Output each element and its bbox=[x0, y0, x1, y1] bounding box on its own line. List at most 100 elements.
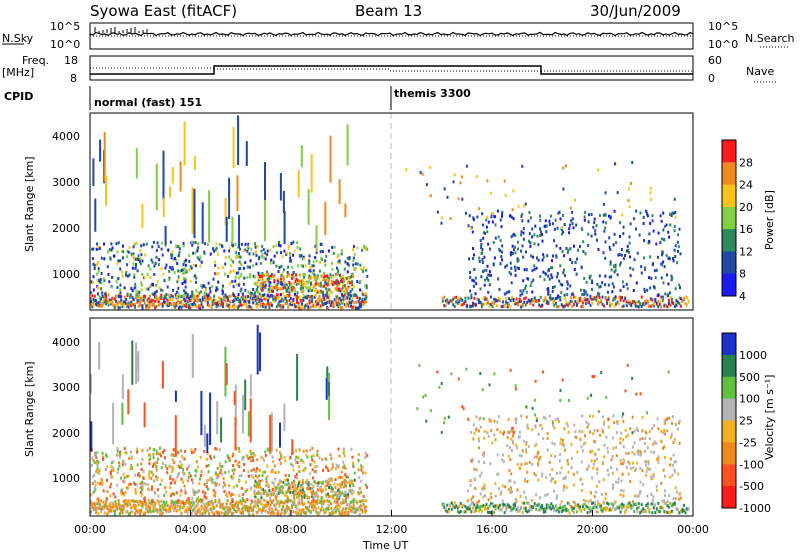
heatmap-cell bbox=[225, 382, 228, 386]
heatmap-cell bbox=[676, 240, 679, 244]
heatmap-cell bbox=[296, 241, 299, 245]
heatmap-cell bbox=[596, 238, 598, 242]
heatmap-cell bbox=[191, 228, 194, 232]
heatmap-cell bbox=[186, 498, 189, 502]
heatmap-cell bbox=[151, 485, 153, 489]
heatmap-cell bbox=[183, 297, 185, 301]
heatmap-cell bbox=[329, 149, 332, 153]
heatmap-cell bbox=[264, 213, 266, 217]
heatmap-cell bbox=[242, 493, 245, 496]
heatmap-cell bbox=[99, 142, 102, 146]
heatmap-cell bbox=[253, 453, 256, 457]
heatmap-cell bbox=[169, 194, 171, 198]
heatmap-cell bbox=[205, 298, 208, 302]
heatmap-cell bbox=[651, 303, 654, 307]
heatmap-cell bbox=[344, 500, 347, 504]
heatmap-cell bbox=[244, 404, 247, 408]
heatmap-cell bbox=[287, 246, 290, 250]
heatmap-cell bbox=[529, 302, 532, 306]
heatmap-cell bbox=[601, 302, 604, 306]
heatmap-cell bbox=[256, 368, 259, 372]
heatmap-cell bbox=[96, 301, 99, 305]
heatmap-cell bbox=[539, 227, 542, 231]
heatmap-cell bbox=[247, 470, 250, 474]
heatmap-cell bbox=[587, 232, 590, 236]
heatmap-cell bbox=[209, 290, 212, 294]
heatmap-cell bbox=[92, 275, 95, 279]
heatmap-cell bbox=[99, 278, 102, 281]
heatmap-cell bbox=[171, 492, 174, 496]
heatmap-cell bbox=[338, 201, 341, 205]
heatmap-cell bbox=[247, 419, 250, 423]
heatmap-cell bbox=[256, 491, 259, 495]
heatmap-cell bbox=[278, 294, 281, 298]
heatmap-cell bbox=[106, 465, 109, 469]
heatmap-cell bbox=[152, 240, 155, 244]
heatmap-cell bbox=[582, 240, 585, 244]
heatmap-cell bbox=[313, 460, 316, 464]
heatmap-cell bbox=[609, 262, 612, 266]
heatmap-cell bbox=[490, 302, 492, 306]
heatmap-cell bbox=[244, 387, 247, 391]
heatmap-cell bbox=[258, 474, 261, 478]
heatmap-cell bbox=[311, 288, 314, 292]
heatmap-cell bbox=[121, 396, 124, 400]
heatmap-cell bbox=[152, 509, 155, 513]
heatmap-cell bbox=[343, 454, 346, 458]
heatmap-cell bbox=[322, 508, 325, 512]
heatmap-cell bbox=[171, 266, 174, 270]
heatmap-cell bbox=[269, 302, 272, 306]
heatmap-cell bbox=[162, 167, 165, 171]
heatmap-cell bbox=[237, 145, 240, 149]
heatmap-cell bbox=[666, 293, 669, 297]
heatmap-cell bbox=[581, 292, 584, 296]
heatmap-cell bbox=[163, 448, 166, 452]
heatmap-cell bbox=[94, 483, 97, 487]
heatmap-cell bbox=[328, 400, 331, 404]
heatmap-cell bbox=[171, 297, 174, 301]
heatmap-cell bbox=[303, 495, 306, 499]
heatmap-cell bbox=[328, 375, 331, 379]
heatmap-cell bbox=[279, 304, 282, 308]
heatmap-cell bbox=[132, 303, 135, 307]
heatmap-cell bbox=[242, 430, 244, 434]
heatmap-cell bbox=[285, 490, 288, 494]
heatmap-cell bbox=[337, 305, 340, 309]
heatmap-cell bbox=[177, 286, 180, 290]
heatmap-cell bbox=[277, 492, 280, 495]
heatmap-cell bbox=[157, 303, 160, 307]
heatmap-cell bbox=[157, 297, 160, 300]
heatmap-cell bbox=[122, 459, 125, 463]
heatmap-cell bbox=[201, 221, 204, 225]
heatmap-cell bbox=[294, 305, 297, 309]
heatmap-cell bbox=[271, 470, 274, 473]
heatmap-cell bbox=[182, 467, 184, 471]
heatmap-cell bbox=[183, 143, 186, 147]
heatmap-cell bbox=[258, 298, 261, 302]
heatmap-cell bbox=[122, 491, 125, 495]
heatmap-cell bbox=[165, 263, 168, 267]
heatmap-cell bbox=[277, 279, 279, 283]
heatmap-cell bbox=[95, 299, 97, 303]
heatmap-cell bbox=[352, 274, 355, 278]
heatmap-cell bbox=[297, 501, 300, 505]
heatmap-cell bbox=[260, 488, 263, 492]
heatmap-cell bbox=[349, 275, 352, 279]
heatmap-cell bbox=[549, 266, 552, 270]
heatmap-cell bbox=[193, 191, 196, 195]
heatmap-cell bbox=[228, 213, 231, 217]
heatmap-cell bbox=[199, 264, 202, 268]
heatmap-cell bbox=[296, 245, 299, 249]
heatmap-cell bbox=[309, 487, 312, 490]
heatmap-cell bbox=[233, 504, 236, 508]
heatmap-cell bbox=[254, 250, 257, 254]
heatmap-cell bbox=[509, 214, 511, 218]
heatmap-cell bbox=[279, 192, 282, 196]
heatmap-cell bbox=[270, 507, 273, 511]
heatmap-cell bbox=[112, 411, 115, 414]
heatmap-cell bbox=[231, 468, 234, 472]
heatmap-cell bbox=[158, 452, 161, 456]
heatmap-cell bbox=[345, 495, 348, 499]
heatmap-cell bbox=[297, 305, 300, 309]
heatmap-cell bbox=[94, 198, 97, 202]
